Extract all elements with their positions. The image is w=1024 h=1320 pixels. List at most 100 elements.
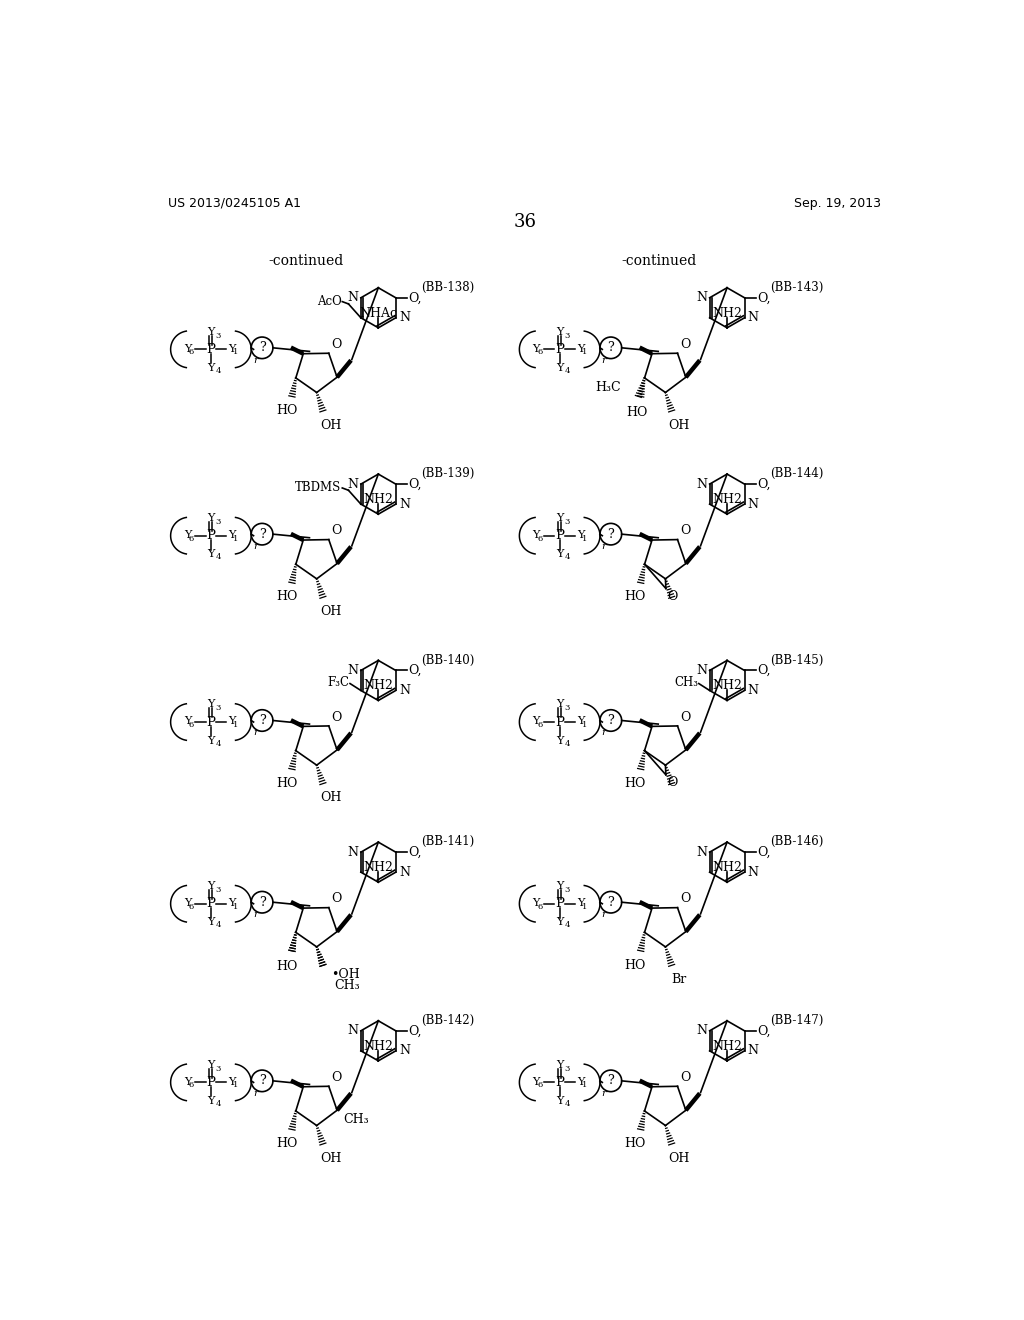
Text: ?: ? [259, 342, 265, 354]
Text: Y: Y [207, 326, 215, 337]
Text: O: O [668, 590, 678, 603]
Text: NH2: NH2 [712, 492, 742, 506]
Text: P: P [555, 715, 564, 729]
Text: O: O [668, 776, 678, 789]
Text: P: P [207, 529, 215, 543]
Text: Y: Y [532, 717, 540, 726]
Text: Y: Y [577, 898, 584, 908]
Text: 3: 3 [564, 517, 569, 525]
Text: Y: Y [556, 735, 563, 746]
Text: P: P [555, 529, 564, 543]
Text: NH2: NH2 [364, 861, 393, 874]
Text: O,: O, [409, 664, 422, 677]
Text: N: N [696, 846, 708, 859]
Text: Y: Y [556, 549, 563, 560]
Text: Y: Y [556, 700, 563, 709]
Text: 6: 6 [188, 721, 194, 729]
Text: NH2: NH2 [712, 680, 742, 693]
Text: Y: Y [228, 1077, 236, 1086]
Text: CH₃: CH₃ [674, 676, 698, 689]
Text: 36: 36 [513, 213, 537, 231]
Text: Y: Y [207, 1096, 215, 1106]
Text: 6: 6 [538, 1081, 543, 1089]
Text: N: N [748, 684, 759, 697]
Text: 6: 6 [538, 535, 543, 543]
Text: O,: O, [757, 846, 770, 859]
Text: 6: 6 [538, 903, 543, 911]
Text: NHAc: NHAc [359, 306, 397, 319]
Text: Y: Y [207, 880, 215, 891]
Text: N: N [347, 846, 358, 859]
Text: •OH: •OH [331, 969, 359, 982]
Text: 3: 3 [216, 517, 221, 525]
Text: NH2: NH2 [364, 680, 393, 693]
Text: H₃C: H₃C [596, 380, 622, 393]
Text: Y: Y [183, 717, 191, 726]
Text: N: N [347, 1024, 358, 1038]
Text: (BB-144): (BB-144) [770, 467, 823, 480]
Text: 4: 4 [216, 921, 221, 929]
Text: Y: Y [532, 898, 540, 908]
Text: N: N [347, 664, 358, 677]
Text: ?: ? [607, 714, 614, 727]
Text: r: r [601, 543, 606, 550]
Text: (BB-141): (BB-141) [421, 836, 474, 849]
Text: 4: 4 [564, 367, 569, 375]
Text: 1: 1 [233, 348, 239, 356]
Text: HO: HO [275, 776, 297, 789]
Text: 4: 4 [564, 921, 569, 929]
Text: r: r [253, 729, 258, 738]
Text: (BB-147): (BB-147) [770, 1014, 823, 1027]
Text: HO: HO [626, 405, 647, 418]
Text: Y: Y [228, 717, 236, 726]
Text: Y: Y [556, 326, 563, 337]
Text: AcO: AcO [316, 296, 341, 308]
Text: 1: 1 [233, 535, 239, 543]
Text: O,: O, [409, 292, 422, 305]
Text: 6: 6 [538, 721, 543, 729]
Text: 3: 3 [216, 1064, 221, 1073]
Text: 1: 1 [583, 721, 588, 729]
Text: 1: 1 [583, 1081, 588, 1089]
Text: (BB-145): (BB-145) [770, 653, 823, 667]
Text: 1: 1 [583, 348, 588, 356]
Text: r: r [253, 543, 258, 550]
Text: NH2: NH2 [712, 306, 742, 319]
Text: O,: O, [757, 664, 770, 677]
Text: r: r [601, 1089, 606, 1098]
Text: (BB-143): (BB-143) [770, 281, 823, 294]
Text: Y: Y [556, 363, 563, 372]
Text: (BB-138): (BB-138) [421, 281, 474, 294]
Text: (BB-142): (BB-142) [421, 1014, 474, 1027]
Text: HO: HO [625, 1137, 646, 1150]
Text: 3: 3 [564, 331, 569, 339]
Text: 1: 1 [583, 535, 588, 543]
Text: O,: O, [757, 1024, 770, 1038]
Text: r: r [601, 355, 606, 364]
Text: O: O [680, 338, 690, 351]
Text: 6: 6 [538, 348, 543, 356]
Text: N: N [399, 684, 410, 697]
Text: P: P [555, 343, 564, 356]
Text: r: r [253, 1089, 258, 1098]
Text: Y: Y [228, 343, 236, 354]
Text: 1: 1 [233, 903, 239, 911]
Text: Y: Y [183, 343, 191, 354]
Text: NH2: NH2 [364, 1040, 393, 1053]
Text: HO: HO [275, 1137, 297, 1150]
Text: r: r [601, 909, 606, 919]
Text: Y: Y [207, 700, 215, 709]
Text: US 2013/0245105 A1: US 2013/0245105 A1 [168, 197, 301, 210]
Text: Y: Y [577, 529, 584, 540]
Text: HO: HO [625, 776, 646, 789]
Text: ?: ? [607, 528, 614, 541]
Text: N: N [399, 312, 410, 325]
Text: N: N [347, 292, 358, 305]
Text: 6: 6 [188, 535, 194, 543]
Text: 3: 3 [216, 331, 221, 339]
Text: 1: 1 [233, 721, 239, 729]
Text: O: O [680, 710, 690, 723]
Text: N: N [347, 478, 358, 491]
Text: 4: 4 [564, 739, 569, 747]
Text: -continued: -continued [268, 253, 344, 268]
